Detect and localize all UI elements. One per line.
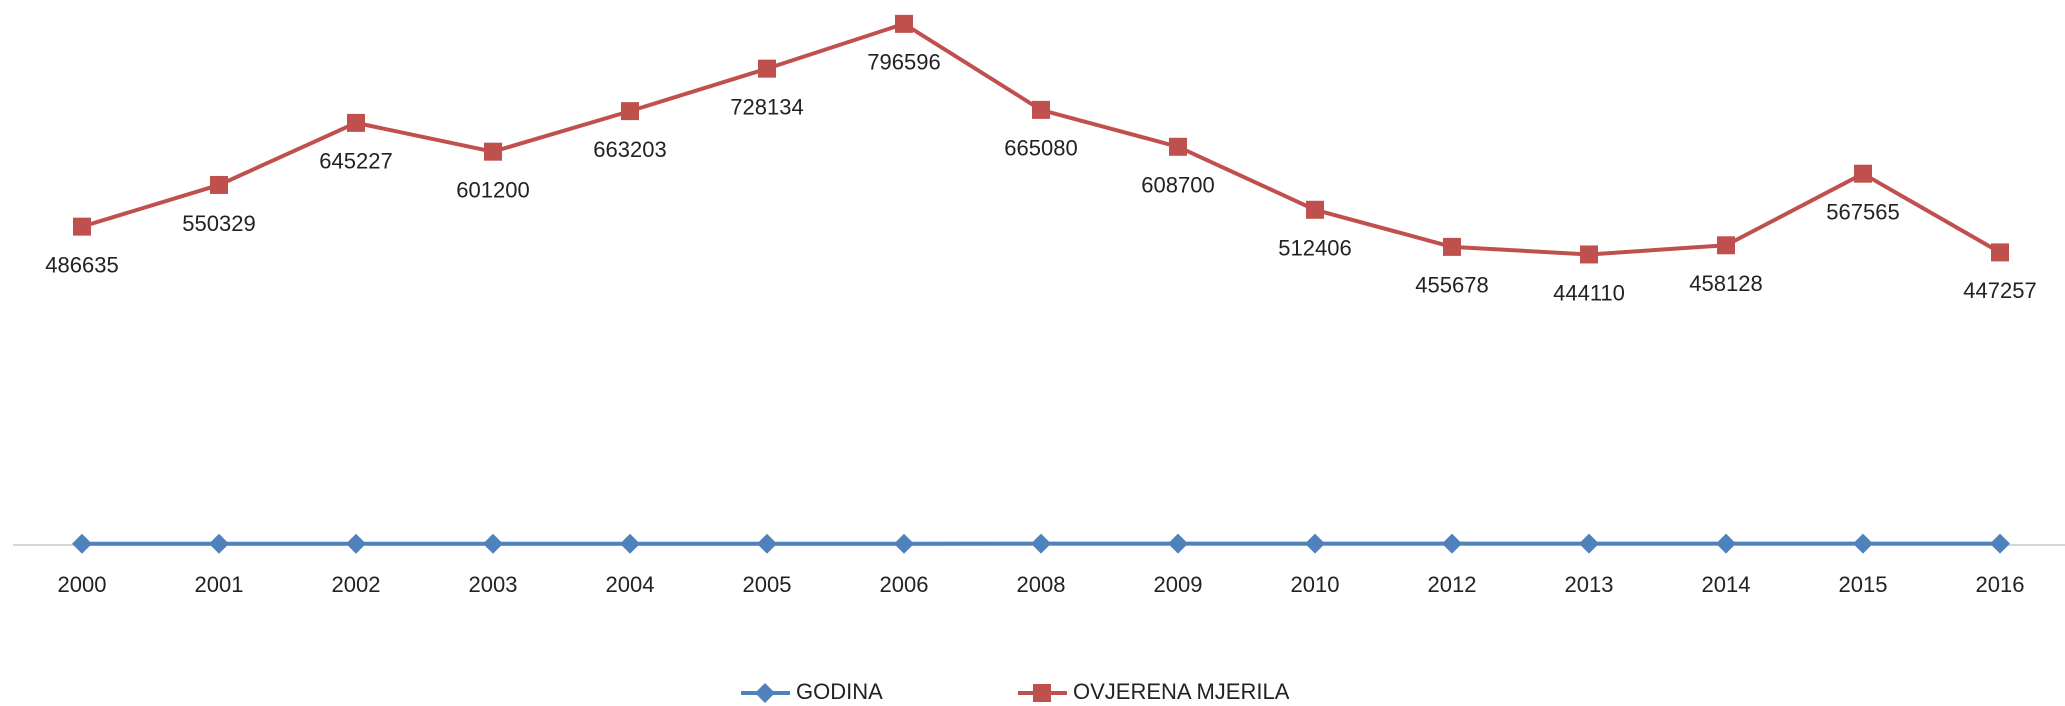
x-tick-label: 2005 — [743, 572, 792, 597]
data-label: 486635 — [45, 252, 118, 277]
marker — [1442, 533, 1462, 554]
x-tick-label: 2000 — [58, 572, 107, 597]
marker — [1579, 533, 1599, 554]
marker — [621, 102, 639, 121]
marker — [1990, 533, 2010, 554]
legend-label: OVJERENA MJERILA — [1073, 679, 1290, 704]
x-tick-label: 2006 — [880, 572, 929, 597]
marker — [1306, 200, 1324, 219]
marker — [620, 533, 640, 554]
marker — [1033, 684, 1051, 702]
marker — [72, 533, 92, 554]
x-tick-label: 2012 — [1428, 572, 1477, 597]
marker — [755, 683, 775, 703]
x-tick-label: 2009 — [1154, 572, 1203, 597]
marker — [1031, 533, 1051, 554]
marker — [1854, 164, 1872, 183]
marker — [1853, 533, 1873, 554]
marker — [1443, 237, 1461, 256]
marker — [894, 533, 914, 554]
marker — [483, 533, 503, 554]
marker — [1991, 243, 2009, 262]
data-label: 796596 — [867, 50, 940, 75]
x-tick-label: 2014 — [1702, 572, 1751, 597]
data-label: 645227 — [319, 149, 392, 174]
x-tick-label: 2010 — [1291, 572, 1340, 597]
x-tick-label: 2003 — [469, 572, 518, 597]
marker — [757, 533, 777, 554]
marker — [1716, 533, 1736, 554]
data-label: 567565 — [1826, 200, 1899, 225]
x-tick-label: 2004 — [606, 572, 655, 597]
data-label: 550329 — [182, 211, 255, 236]
data-label: 444110 — [1553, 280, 1625, 305]
x-tick-label: 2013 — [1565, 572, 1614, 597]
marker — [210, 175, 228, 194]
x-tick-label: 2016 — [1976, 572, 2025, 597]
data-label: 608700 — [1141, 173, 1214, 198]
marker — [895, 14, 913, 33]
marker — [1169, 137, 1187, 156]
marker — [346, 533, 366, 554]
data-label: 512406 — [1278, 236, 1351, 261]
x-tick-label: 2008 — [1017, 572, 1066, 597]
data-label: 447257 — [1963, 278, 2036, 303]
x-tick-label: 2001 — [195, 572, 244, 597]
data-label: 458128 — [1689, 271, 1762, 296]
marker — [209, 533, 229, 554]
marker — [1717, 236, 1735, 255]
data-label: 665080 — [1004, 136, 1077, 161]
legend-label: GODINA — [796, 679, 883, 704]
marker — [1305, 533, 1325, 554]
data-label: 728134 — [730, 94, 803, 119]
marker — [347, 113, 365, 132]
x-tick-label: 2002 — [332, 572, 381, 597]
data-label: 663203 — [593, 137, 666, 162]
data-label: 601200 — [456, 177, 529, 202]
marker — [484, 142, 502, 161]
marker — [1580, 245, 1598, 264]
marker — [1032, 100, 1050, 119]
data-label: 455678 — [1415, 273, 1488, 298]
marker — [1168, 533, 1188, 554]
x-tick-label: 2015 — [1839, 572, 1888, 597]
marker — [73, 217, 91, 236]
marker — [758, 59, 776, 78]
